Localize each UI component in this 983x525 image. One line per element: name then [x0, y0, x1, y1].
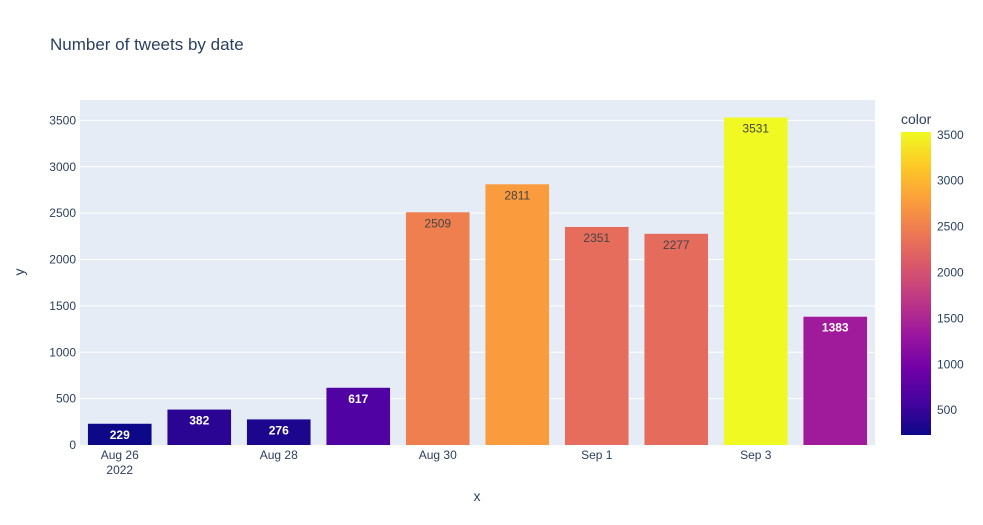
bar-value-label: 2277	[663, 238, 690, 252]
bar-value-label: 3531	[742, 122, 769, 136]
colorbar-tick-label: 3500	[937, 128, 964, 142]
colorbar: color 500 1000 1500 2000 2500 3000 3500	[901, 111, 964, 435]
colorbar-title: color	[901, 111, 932, 127]
y-tick-label: 0	[69, 438, 76, 452]
y-tick-label: 3500	[49, 113, 76, 127]
y-tick-label: 1500	[49, 299, 76, 313]
bar	[167, 409, 232, 445]
colorbar-tick-label: 1000	[937, 357, 964, 371]
y-tick-label: 500	[56, 392, 76, 406]
bar	[485, 184, 550, 445]
y-tick-label: 3000	[49, 160, 76, 174]
y-tick-label: 2500	[49, 206, 76, 220]
colorbar-tick-label: 2000	[937, 265, 964, 279]
x-tick-label: Sep 1	[581, 448, 613, 462]
bar	[87, 423, 152, 445]
colorbar-tick-label: 2500	[937, 220, 964, 234]
bar-value-label: 2811	[504, 188, 530, 202]
bar	[246, 419, 311, 445]
bar	[405, 212, 470, 445]
bar-value-label: 2509	[424, 216, 451, 230]
colorbar-scale	[901, 132, 931, 435]
colorbar-tick-label: 3000	[937, 174, 964, 188]
bar	[723, 117, 788, 445]
bar-value-label: 1383	[822, 321, 849, 335]
colorbar-ticks: 500 1000 1500 2000 2500 3000 3500	[937, 128, 964, 417]
bar-value-label: 2351	[583, 231, 610, 245]
y-tick-label: 2000	[49, 253, 76, 267]
x-tick-label: Aug 30	[419, 448, 457, 462]
y-axis-title: y	[11, 269, 27, 276]
x-tick-sublabel: 2022	[106, 463, 133, 477]
colorbar-tick-label: 1500	[937, 311, 964, 325]
colorbar-tick-label: 500	[937, 403, 957, 417]
bar-labels: 229 382 276 617 2509 2811 2351 2277 3531 1383	[110, 122, 849, 442]
x-tick-label: Aug 28	[260, 448, 298, 462]
bar	[803, 316, 868, 445]
x-axis-title: x	[474, 488, 481, 504]
chart-title: Number of tweets by date	[50, 35, 244, 54]
y-tick-label: 1000	[49, 345, 76, 359]
y-axis-ticks: 0 500 1000 1500 2000 2500 3000 3500	[49, 113, 76, 452]
bar-value-label: 382	[189, 414, 209, 428]
bar-value-label: 229	[110, 428, 130, 442]
bar-value-label: 276	[269, 423, 289, 437]
bar	[644, 233, 709, 445]
x-tick-label: Aug 26	[101, 448, 139, 462]
bars	[87, 117, 868, 445]
bar	[564, 226, 629, 445]
x-tick-label: Sep 3	[740, 448, 772, 462]
bar	[326, 387, 391, 445]
bar-value-label: 617	[348, 392, 368, 406]
